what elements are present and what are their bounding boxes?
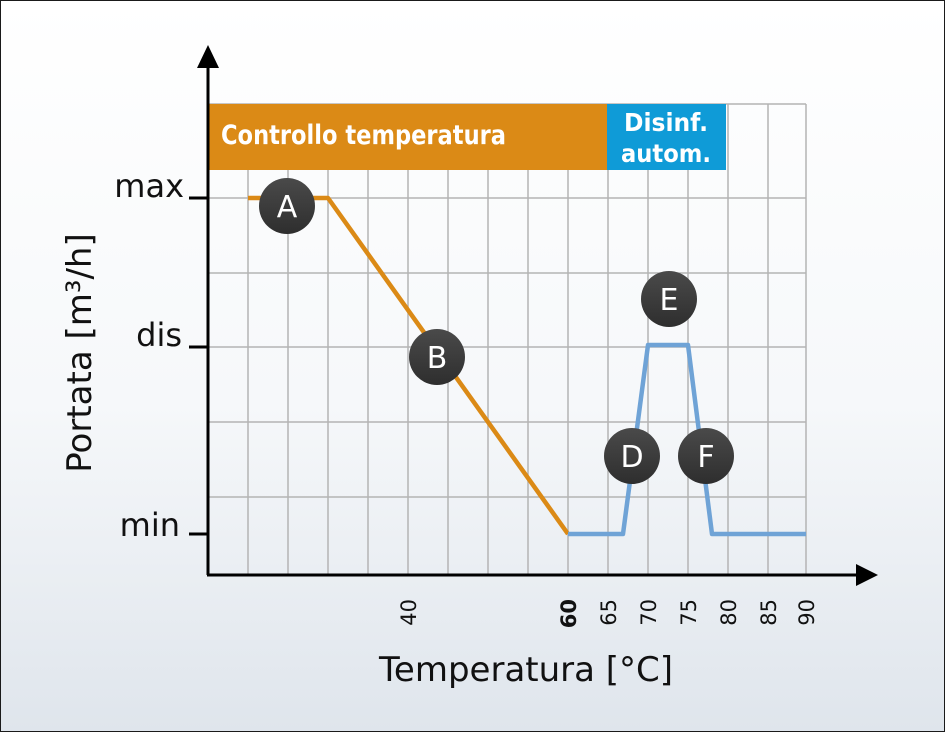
x-tick-80: 80 xyxy=(717,599,741,626)
blue-disinfection-curve xyxy=(568,342,806,537)
marker-a: A xyxy=(259,178,315,234)
marker-d: D xyxy=(604,428,660,484)
marker-f: F xyxy=(678,428,734,484)
marker-b: B xyxy=(409,329,465,385)
axes xyxy=(189,63,859,577)
marker-e: E xyxy=(641,271,697,327)
y-label-dis: dis xyxy=(136,316,182,354)
disinfection-band xyxy=(607,104,726,170)
x-tick-40: 40 xyxy=(397,599,421,626)
marker-e-label: E xyxy=(660,283,679,318)
marker-f-label: F xyxy=(697,440,714,475)
disinfection-band-label-line1: Disinf. xyxy=(624,108,708,137)
x-tick-70: 70 xyxy=(637,599,661,626)
x-tick-90: 90 xyxy=(795,599,819,626)
y-label-min: min xyxy=(120,506,180,544)
x-tick-75: 75 xyxy=(677,599,701,626)
grid xyxy=(208,103,807,575)
y-axis-arrow xyxy=(197,45,219,68)
x-axis-arrow xyxy=(856,564,878,586)
x-tick-65: 65 xyxy=(597,599,621,626)
marker-a-label: A xyxy=(277,190,298,225)
marker-b-label: B xyxy=(427,341,448,376)
y-axis-title: Portata [m³/h] xyxy=(60,233,100,473)
x-tick-85: 85 xyxy=(757,599,781,626)
control-band xyxy=(208,104,607,170)
x-axis-title: Temperatura [°C] xyxy=(378,650,673,690)
x-tick-60: 60 xyxy=(557,599,581,628)
marker-d-label: D xyxy=(620,440,643,475)
disinfection-band-label-line2: autom. xyxy=(621,139,711,168)
y-label-max: max xyxy=(114,167,184,205)
control-band-label: Controllo temperatura xyxy=(221,120,506,151)
